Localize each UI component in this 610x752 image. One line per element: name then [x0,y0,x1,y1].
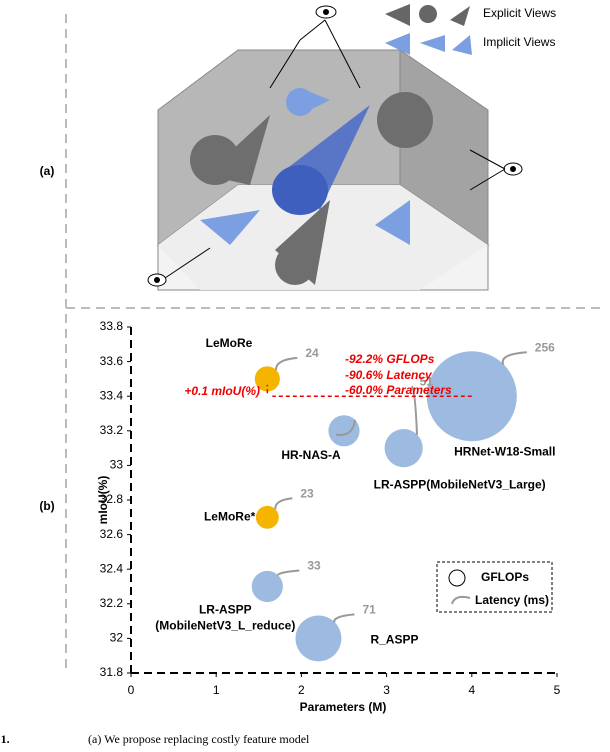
caption-label: Fig. 1. [0,732,10,746]
point-label: LeMoRe [206,336,253,350]
bubble [251,570,283,603]
latency-label: 71 [362,603,376,617]
y-tick-label: 32.2 [100,596,124,610]
y-tick-label: 33.8 [100,319,124,333]
caption-text: (a) We propose replacing costly feature … [88,732,310,746]
y-tick-label: 31.8 [100,665,124,679]
latency-arrow [410,385,419,435]
point-label: (MobileNetV3_L_reduce) [155,619,295,633]
bubble [384,429,423,468]
latency-label: 51 [420,374,434,388]
y-axis-title: mIoU(%) [96,476,110,525]
latency-arrow [333,613,355,623]
latency-label: 256 [535,340,555,354]
point-label: LR-ASPP [199,603,252,617]
legend-label: GFLOPs [481,570,529,584]
legend-label: Implicit Views [483,35,555,49]
x-tick-label: 5 [554,683,561,697]
annotation: -90.6% Latency [345,368,433,382]
legend-symbol [448,569,466,587]
y-tick-label: 33.6 [100,354,124,368]
latency-arrow [274,497,293,510]
x-tick-label: 4 [468,683,475,697]
x-tick-label: 0 [128,683,135,697]
latency-arrow [275,356,298,371]
x-tick-label: 1 [213,683,220,697]
annotation: -60.0% Parameters [345,383,452,397]
legend-label: Explicit Views [483,6,556,20]
point-label: R_ASPP [370,633,418,647]
x-tick-label: 2 [298,683,305,697]
y-tick-label: 32 [110,631,124,645]
y-tick-label: 33.2 [100,423,124,437]
legend-symbol [451,595,471,605]
latency-arrow [501,351,527,366]
y-tick-label: 33 [110,458,124,472]
bubble [255,505,279,529]
y-tick-label: 32.4 [100,561,124,575]
point-label: LeMoRe* [204,509,256,523]
annotation: +0.1 mIoU(%) [184,384,260,398]
point-label: HR-NAS-A [281,448,341,462]
annotation: -92.2% GFLOPs [345,352,435,366]
improvement-arrow [266,384,472,397]
y-tick-label: 33.4 [100,388,124,402]
point-label: LR-ASPP(MobileNetV3_Large) [374,477,546,491]
panel-label: (a) [40,164,55,178]
latency-label: 23 [300,486,314,500]
latency-label: 33 [307,559,321,573]
y-tick-label: 32.6 [100,527,124,541]
point-label: HRNet-W18-Small [454,444,555,458]
latency-arrow [335,419,356,437]
view-diagram [147,4,523,291]
latency-label: 24 [305,346,319,360]
bubble [295,615,342,662]
x-tick-label: 3 [383,683,390,697]
legend-box [436,561,553,613]
y-tick-label: 32.8 [100,492,124,506]
bubble [254,366,280,392]
legend-label: Latency (ms) [475,593,549,607]
x-axis-title: Parameters (M) [300,700,387,714]
bubble [328,415,360,447]
latency-arrow [277,569,300,577]
panel-label: (b) [39,499,54,513]
